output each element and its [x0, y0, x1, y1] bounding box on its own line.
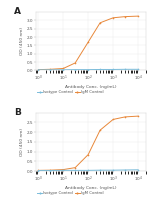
Legend: Isotype Control, IgM Control: Isotype Control, IgM Control [36, 189, 105, 197]
Y-axis label: OD (450 nm): OD (450 nm) [20, 128, 24, 156]
Legend: Isotype Control, IgM Control: Isotype Control, IgM Control [36, 89, 105, 96]
X-axis label: Antibody Conc. (ng/mL): Antibody Conc. (ng/mL) [65, 85, 117, 89]
Text: A: A [14, 7, 21, 16]
Text: B: B [14, 108, 21, 117]
Y-axis label: OD (450 nm): OD (450 nm) [20, 27, 24, 55]
X-axis label: Antibody Conc. (ng/mL): Antibody Conc. (ng/mL) [65, 186, 117, 190]
